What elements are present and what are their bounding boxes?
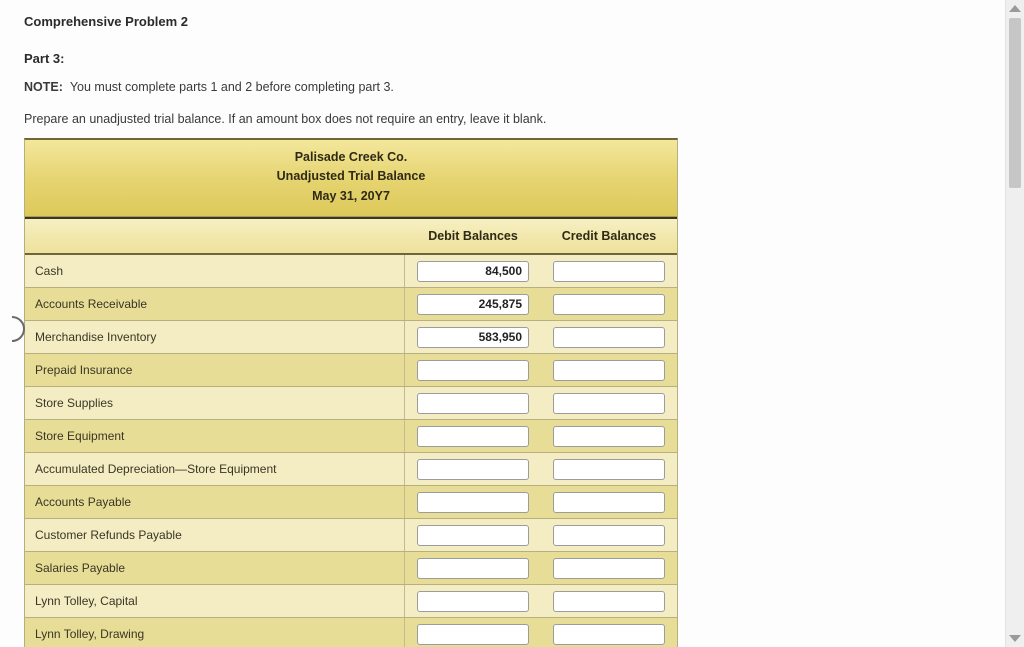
debit-cell <box>405 519 541 551</box>
debit-cell <box>405 585 541 617</box>
debit-cell <box>405 486 541 518</box>
note-prefix: NOTE: <box>24 80 63 94</box>
debit-input[interactable] <box>417 459 529 480</box>
vertical-scrollbar[interactable] <box>1005 0 1024 647</box>
table-row: Prepaid Insurance <box>25 354 677 387</box>
scroll-down-arrow-icon[interactable] <box>1009 635 1021 642</box>
debit-input[interactable] <box>417 525 529 546</box>
report-date: May 31, 20Y7 <box>25 187 677 206</box>
table-row: Merchandise Inventory <box>25 321 677 354</box>
credit-cell <box>541 453 677 485</box>
debit-input[interactable] <box>417 426 529 447</box>
account-name: Accounts Payable <box>25 486 405 518</box>
debit-column-header: Debit Balances <box>405 219 541 253</box>
credit-input[interactable] <box>553 294 665 315</box>
credit-cell <box>541 552 677 584</box>
credit-cell <box>541 618 677 647</box>
table-row: Cash <box>25 255 677 288</box>
credit-input[interactable] <box>553 459 665 480</box>
debit-input[interactable] <box>417 558 529 579</box>
account-name: Lynn Tolley, Capital <box>25 585 405 617</box>
credit-input[interactable] <box>553 525 665 546</box>
debit-cell <box>405 321 541 353</box>
credit-input[interactable] <box>553 360 665 381</box>
debit-cell <box>405 552 541 584</box>
table-row: Store Equipment <box>25 420 677 453</box>
credit-input[interactable] <box>553 327 665 348</box>
debit-input[interactable] <box>417 624 529 645</box>
problem-content: Comprehensive Problem 2 Part 3: NOTE: Yo… <box>0 0 1024 647</box>
column-header-row: Debit Balances Credit Balances <box>25 217 677 255</box>
credit-cell <box>541 354 677 386</box>
credit-cell <box>541 585 677 617</box>
debit-input[interactable] <box>417 327 529 348</box>
trial-balance-table: Palisade Creek Co. Unadjusted Trial Bala… <box>24 138 678 647</box>
debit-cell <box>405 387 541 419</box>
note-line: NOTE: You must complete parts 1 and 2 be… <box>24 80 1000 94</box>
debit-input[interactable] <box>417 294 529 315</box>
problem-title: Comprehensive Problem 2 <box>24 14 1000 29</box>
account-name: Salaries Payable <box>25 552 405 584</box>
credit-cell <box>541 519 677 551</box>
account-name: Lynn Tolley, Drawing <box>25 618 405 647</box>
account-name: Store Equipment <box>25 420 405 452</box>
credit-input[interactable] <box>553 591 665 612</box>
credit-cell <box>541 387 677 419</box>
debit-input[interactable] <box>417 360 529 381</box>
debit-input[interactable] <box>417 492 529 513</box>
account-name: Customer Refunds Payable <box>25 519 405 551</box>
credit-input[interactable] <box>553 426 665 447</box>
credit-cell <box>541 255 677 287</box>
debit-input[interactable] <box>417 261 529 282</box>
trial-balance-header: Palisade Creek Co. Unadjusted Trial Bala… <box>25 140 677 217</box>
scrollbar-thumb[interactable] <box>1009 18 1021 188</box>
instruction-text: Prepare an unadjusted trial balance. If … <box>24 112 1000 126</box>
credit-column-header: Credit Balances <box>541 219 677 253</box>
debit-cell <box>405 453 541 485</box>
debit-cell <box>405 255 541 287</box>
credit-cell <box>541 486 677 518</box>
table-row: Accounts Payable <box>25 486 677 519</box>
credit-cell <box>541 288 677 320</box>
credit-cell <box>541 321 677 353</box>
column-header-spacer <box>25 219 405 253</box>
table-row: Salaries Payable <box>25 552 677 585</box>
debit-cell <box>405 420 541 452</box>
credit-input[interactable] <box>553 393 665 414</box>
debit-cell <box>405 288 541 320</box>
debit-cell <box>405 354 541 386</box>
credit-input[interactable] <box>553 261 665 282</box>
account-name: Accounts Receivable <box>25 288 405 320</box>
account-name: Prepaid Insurance <box>25 354 405 386</box>
account-name: Store Supplies <box>25 387 405 419</box>
debit-input[interactable] <box>417 591 529 612</box>
table-row: Lynn Tolley, Drawing <box>25 618 677 647</box>
company-name: Palisade Creek Co. <box>25 148 677 167</box>
account-name: Merchandise Inventory <box>25 321 405 353</box>
credit-input[interactable] <box>553 492 665 513</box>
credit-input[interactable] <box>553 558 665 579</box>
credit-cell <box>541 420 677 452</box>
part-label: Part 3: <box>24 51 1000 66</box>
table-row: Store Supplies <box>25 387 677 420</box>
table-row: Accounts Receivable <box>25 288 677 321</box>
debit-input[interactable] <box>417 393 529 414</box>
account-name: Cash <box>25 255 405 287</box>
table-row: Accumulated Depreciation—Store Equipment <box>25 453 677 486</box>
trial-balance-body: CashAccounts ReceivableMerchandise Inven… <box>25 255 677 647</box>
report-name: Unadjusted Trial Balance <box>25 167 677 186</box>
table-row: Customer Refunds Payable <box>25 519 677 552</box>
table-row: Lynn Tolley, Capital <box>25 585 677 618</box>
scroll-up-arrow-icon[interactable] <box>1009 5 1021 12</box>
note-text: You must complete parts 1 and 2 before c… <box>70 80 394 94</box>
debit-cell <box>405 618 541 647</box>
credit-input[interactable] <box>553 624 665 645</box>
account-name: Accumulated Depreciation—Store Equipment <box>25 453 405 485</box>
